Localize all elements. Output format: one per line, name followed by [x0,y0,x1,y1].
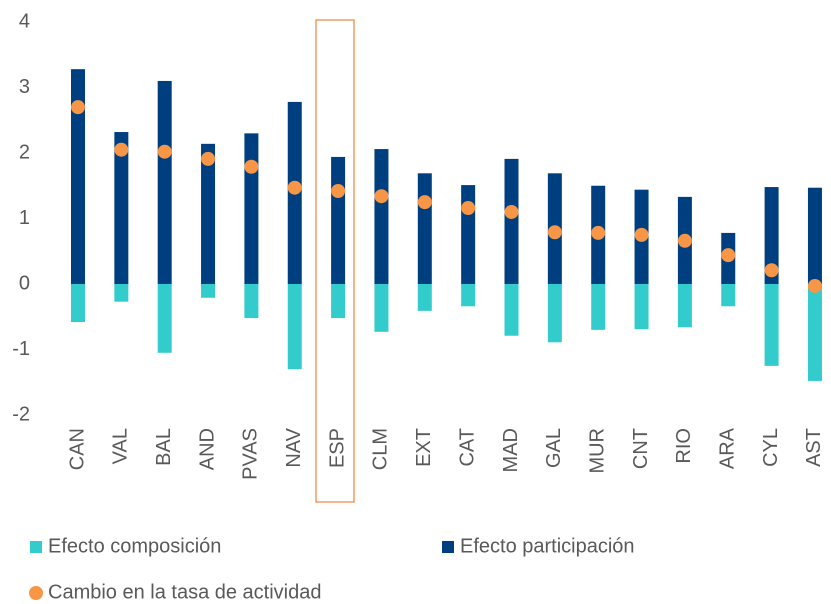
x-tick-label: ESP [326,428,348,468]
bar [114,284,129,302]
bar [331,284,346,319]
bar [244,284,259,319]
legend-label: Cambio en la tasa de actividad [48,581,322,603]
y-tick-label: 4 [19,10,30,32]
y-tick-label: -2 [12,403,30,425]
bar [764,284,779,366]
dot [201,151,216,166]
bar [677,284,692,328]
y-tick-label: 0 [19,272,30,294]
bar [461,185,476,284]
legend-marker [29,586,43,600]
bar [201,143,216,284]
bar [71,284,85,322]
x-tick-label: CNT [630,428,652,469]
dot [287,180,302,195]
x-tick-label: VAL [110,428,132,464]
bar [374,284,389,332]
bar [807,187,822,284]
x-tick-label: AND [196,428,218,470]
dot [591,225,606,240]
dot [634,227,649,242]
bar [504,158,519,284]
dot [547,225,562,240]
bar [807,284,822,381]
dot [461,201,476,216]
x-tick-label: PVAS [240,428,262,480]
y-tick-label: -1 [12,338,30,360]
x-tick-label: ARA [717,427,739,469]
dot [244,159,259,174]
dot [417,195,432,210]
bar [547,284,562,343]
bar [114,132,129,284]
bar [764,187,779,284]
bar [591,284,606,330]
x-tick-label: BAL [153,428,175,466]
legend-label: Efecto composición [48,535,221,557]
dot [71,100,85,115]
dot [807,278,822,293]
x-tick-label: NAV [283,427,305,467]
dot [504,204,519,219]
bar [201,284,216,298]
x-tick-label: CLM [370,428,392,470]
dot [157,144,172,159]
bar [244,133,259,284]
bar [461,284,476,307]
bar [157,80,172,284]
bar [374,149,389,284]
x-tick-label: AST [803,428,825,467]
dot [114,142,129,157]
dot [331,183,346,198]
dot [677,233,692,248]
y-tick-label: 3 [19,76,30,98]
x-tick-label: CAT [456,428,478,467]
y-tick-label: 2 [19,141,30,163]
x-tick-label: MAD [500,428,522,472]
legend-marker [30,541,42,553]
dot [721,248,736,263]
bar [417,173,432,284]
x-tick-label: MUR [586,428,608,474]
x-tick-label: CYL [760,428,782,467]
y-tick-label: 1 [19,207,30,229]
bar [287,284,302,370]
bar [71,69,85,284]
bar [417,284,432,311]
dot [764,263,779,278]
x-tick-label: GAL [543,428,565,468]
bar [634,284,649,330]
bar [504,284,519,336]
x-tick-label: RIO [673,428,695,464]
x-tick-label: EXT [413,428,435,467]
bar [721,284,736,307]
bar [331,156,346,284]
highlight-box [315,19,355,503]
legend-label: Efecto participación [460,535,635,557]
bar [157,284,172,353]
dot [374,189,389,204]
legend-marker [442,541,454,553]
x-tick-label: CAN [66,428,88,470]
